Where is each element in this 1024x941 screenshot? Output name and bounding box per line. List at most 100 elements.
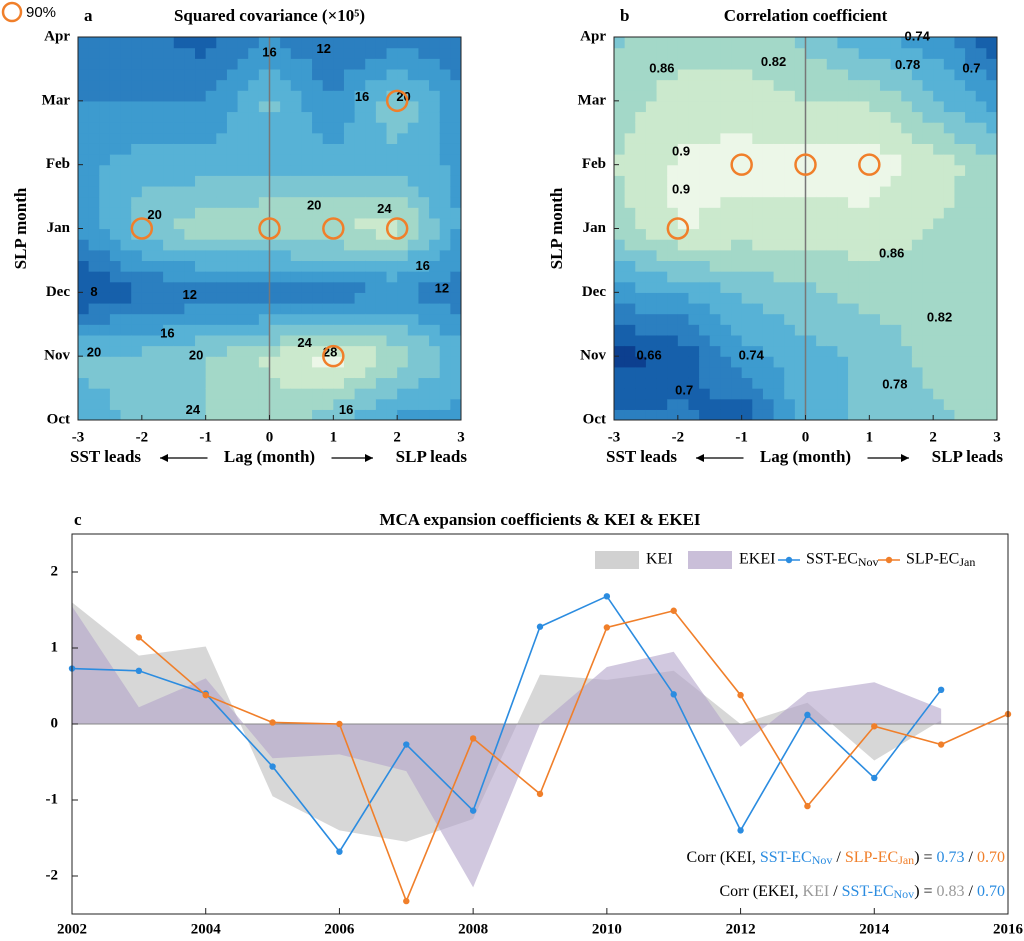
contour-cell [943, 281, 956, 293]
contour-cell [237, 207, 249, 219]
contour-cell [88, 228, 100, 240]
contour-cell [173, 37, 185, 49]
contour-cell [163, 185, 175, 198]
contour-cell [195, 217, 207, 230]
contour-cell [301, 281, 313, 293]
contour-cell [624, 122, 636, 134]
contour-cell [677, 143, 690, 155]
contour-cell [635, 249, 647, 262]
contour-cell [614, 388, 626, 400]
contour-cell [280, 68, 292, 81]
contour-cell [848, 217, 860, 230]
contour-cell [943, 292, 956, 304]
contour-label: 0.9 [672, 182, 690, 197]
contour-cell [699, 90, 711, 102]
contour-cell [109, 79, 122, 91]
contour-cell [879, 37, 892, 49]
contour-cell [965, 79, 977, 91]
contour-cell [258, 388, 271, 400]
contour-cell [163, 100, 175, 113]
contour-cell [667, 324, 679, 336]
contour-cell [975, 377, 987, 389]
contour-cell [120, 292, 132, 304]
contour-cell [141, 175, 154, 187]
contour-cell [879, 122, 892, 134]
contour-cell [614, 132, 626, 144]
contour-cell [667, 398, 679, 410]
contour-cell [858, 164, 870, 176]
contour-cell [152, 175, 164, 187]
contour-cell [954, 292, 966, 304]
contour-cell [645, 398, 658, 410]
contour-cell [975, 324, 987, 336]
contour-cell [731, 366, 743, 379]
contour-cell [656, 345, 668, 357]
contour-cell [216, 47, 228, 59]
contour-cell [614, 271, 626, 283]
contour-cell [365, 185, 377, 198]
contour-cell [120, 47, 132, 59]
contour-cell [173, 313, 185, 325]
contour-cell [837, 313, 849, 325]
contour-cell [109, 47, 122, 59]
contour-cell [943, 122, 956, 134]
contour-cell [720, 58, 732, 70]
contour-cell [656, 122, 668, 134]
contour-cell [741, 111, 753, 123]
contour-cell [858, 154, 870, 166]
contour-cell [333, 143, 345, 155]
contour-cell [656, 100, 668, 113]
contour-cell [688, 68, 700, 81]
contour-cell [975, 292, 987, 304]
contour-cell [911, 185, 924, 198]
contour-cell [965, 398, 977, 410]
contour-cell [614, 207, 626, 219]
contour-cell [816, 111, 828, 123]
contour-cell [667, 175, 679, 187]
contour-cell [354, 260, 366, 272]
contour-cell [290, 111, 303, 123]
contour-cell [312, 388, 324, 400]
contour-cell [248, 175, 260, 187]
contour-cell [99, 175, 111, 187]
contour-cell [375, 388, 388, 400]
contour-cell [109, 185, 122, 198]
contour-cell [322, 345, 334, 357]
contour-cell [858, 111, 870, 123]
contour-cell [184, 196, 196, 208]
contour-cell [879, 90, 892, 102]
contour-cell [290, 249, 303, 262]
contour-cell [290, 132, 303, 144]
contour-cell [975, 356, 987, 368]
contour-cell [943, 260, 956, 272]
contour-cell [784, 68, 796, 81]
contour-cell [258, 302, 271, 315]
contour-cell [709, 398, 721, 410]
point [269, 719, 276, 726]
contour-cell [688, 111, 700, 123]
contour-cell [195, 377, 207, 389]
contour-cell [290, 100, 303, 113]
contour-cell [624, 58, 636, 70]
contour-cell [397, 132, 409, 144]
contour-cell [890, 260, 902, 272]
contour-cell [720, 324, 732, 336]
contour-cell [99, 249, 111, 262]
contour-cell [709, 122, 721, 134]
contour-cell [975, 47, 987, 59]
contour-cell [890, 164, 902, 176]
contour-cell [88, 334, 100, 347]
contour-cell [752, 366, 764, 379]
contour-cell [656, 90, 668, 102]
contour-cell [869, 37, 881, 49]
contour-cell [762, 111, 775, 123]
y-tick-label: -1 [46, 791, 59, 807]
contour-cell [677, 111, 690, 123]
contour-cell [450, 302, 461, 315]
contour-cell [375, 143, 388, 155]
contour-cell [280, 398, 292, 410]
contour-cell [911, 345, 924, 357]
contour-cell [152, 90, 164, 102]
contour-cell [688, 345, 700, 357]
contour-cell [141, 164, 154, 176]
